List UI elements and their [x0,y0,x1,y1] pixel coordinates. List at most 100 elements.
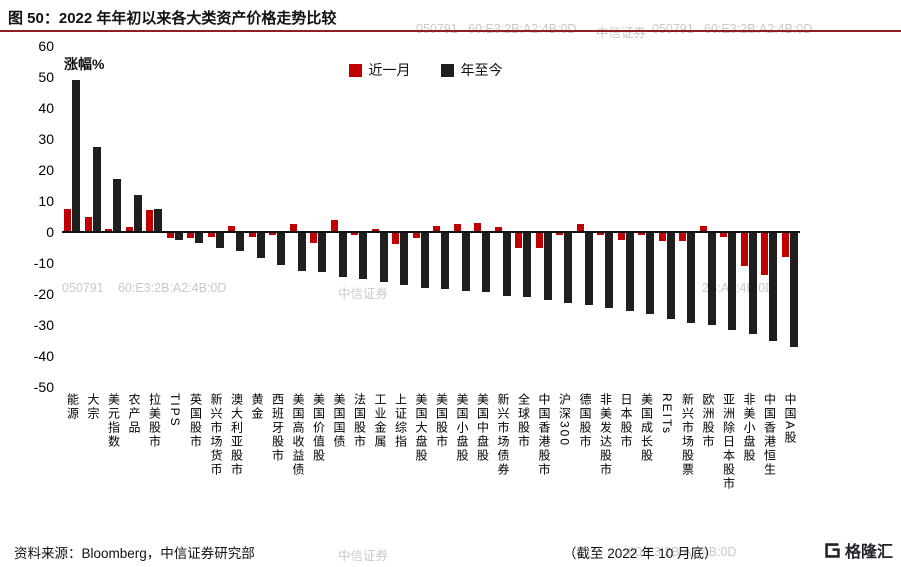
x-axis-category-label-text: 美国中盘股 [475,393,490,463]
bar-ytd [195,232,203,243]
bar-near-month [597,232,604,236]
bar-ytd [277,232,285,265]
bar-ytd [482,232,490,293]
x-axis-category-label-text: 美国大盘股 [414,393,429,463]
bar-ytd [769,232,777,341]
bar-ytd [707,232,716,325]
bar-group [226,46,247,387]
y-axis-unit-label: 涨幅% [64,56,105,72]
bar-group [165,46,186,387]
y-tick-label: 20 [38,162,54,178]
bar-group [329,46,350,387]
y-tick-label: -40 [33,348,54,364]
y-tick-label: -10 [33,255,54,271]
bar-group [759,46,780,387]
bar-near-month [166,232,174,239]
bar-ytd [564,232,572,304]
x-axis-category-label-text: 美国成长股 [639,393,654,463]
x-axis-category-label-text: 德国股市 [578,393,593,449]
x-axis-category-label: 美国大盘股 [411,393,432,535]
bar-ytd [523,232,531,298]
asof-note: （截至 2022 年 10 月底） [563,546,718,561]
x-axis-category-label-text: 英国股市 [188,393,203,449]
bar-ytd [256,232,265,259]
watermark-text: 60:E3:2B:A2:4B:0D [704,22,813,36]
bar-group [739,46,760,387]
x-axis-category-label-text: 日本股市 [619,393,634,449]
bar-ytd [461,232,470,291]
bar-near-month [371,228,379,232]
x-axis-category-label-text: 法国股市 [352,393,367,449]
bar-ytd [666,232,675,319]
x-axis-category-label-text: 新兴市场债券 [496,393,511,477]
x-axis-category-label: 全球股市 [513,393,534,535]
bar-group [472,46,493,387]
bar-ytd [72,80,80,232]
x-axis-category-label-text: 黄金 [250,393,265,421]
y-tick-label: 40 [38,100,54,116]
x-axis-category-label: TIPS [165,393,186,535]
bar-group [288,46,309,387]
x-axis-category-label-text: REITs [660,393,675,436]
bar-near-month [64,208,71,232]
x-axis-category-label: 美国股市 [431,393,452,535]
y-tick-label: -50 [33,379,54,395]
x-axis-category-label: 中国香港股市 [534,393,555,535]
bar-ytd [154,208,162,232]
bar-group [616,46,637,387]
zero-axis-line [62,231,800,233]
bar-group [144,46,165,387]
bar-near-month [699,225,707,232]
x-axis-category-label: 法国股市 [349,393,370,535]
x-axis-category-label-text: 全球股市 [516,393,531,449]
gelonghui-logo: 格隆汇 [824,538,893,562]
y-tick-label: 60 [38,38,54,54]
figure-title: 图 50：2022 年年初以来各大类资产价格走势比较 [8,10,337,27]
bar-near-month [576,224,584,232]
x-axis-category-label: 能源 [62,393,83,535]
bar-near-month [84,216,92,232]
x-axis-category-label-text: 中国A股 [783,393,798,446]
bar-ytd [420,232,429,288]
bar-near-month [105,228,112,232]
y-tick-label: 10 [38,193,54,209]
bar-near-month [494,227,502,232]
x-axis-category-label-text: 新兴市场股票 [680,393,695,477]
bar-near-month [638,232,645,236]
legend-item-ytd: 年至今 [440,60,503,80]
x-axis-category-label-text: 西班牙股市 [270,393,285,463]
bar-group [513,46,534,387]
bar-ytd [174,232,183,240]
bar-group [267,46,288,387]
bar-group [124,46,145,387]
x-axis-category-label-text: 能源 [65,393,80,421]
bar-ytd [687,232,695,324]
bar-near-month [187,232,194,239]
x-axis-category-label-text: 上证综指 [393,393,408,449]
x-axis-category-label: 美国高收益债 [288,393,309,535]
x-axis-category-label-text: 美国股市 [434,393,449,449]
bar-group [718,46,739,387]
bar-ytd [92,146,101,232]
bar-ytd [379,232,388,282]
bar-ytd [359,232,367,279]
bar-near-month [351,232,358,236]
watermark-text: 050791 [652,22,694,36]
figure-footer: 资料来源：Bloomberg，中信证券研究部 （截至 2022 年 10 月底）… [0,537,901,565]
x-axis-category-label: 日本股市 [616,393,637,535]
bar-group [698,46,719,387]
plot-area [62,46,800,387]
bar-group [554,46,575,387]
bar-ytd [605,232,613,308]
bar-near-month [125,227,133,232]
x-axis-category-label-text: 美国小盘股 [455,393,470,463]
bar-near-month [720,232,727,237]
bar-group [206,46,227,387]
bar-ytd [748,232,757,335]
y-tick-label: 50 [38,69,54,85]
x-axis-category-label: 非美发达股市 [595,393,616,535]
bar-group [83,46,104,387]
x-axis-category-label-text: 美国国债 [332,393,347,449]
x-axis-category-label: 黄金 [247,393,268,535]
